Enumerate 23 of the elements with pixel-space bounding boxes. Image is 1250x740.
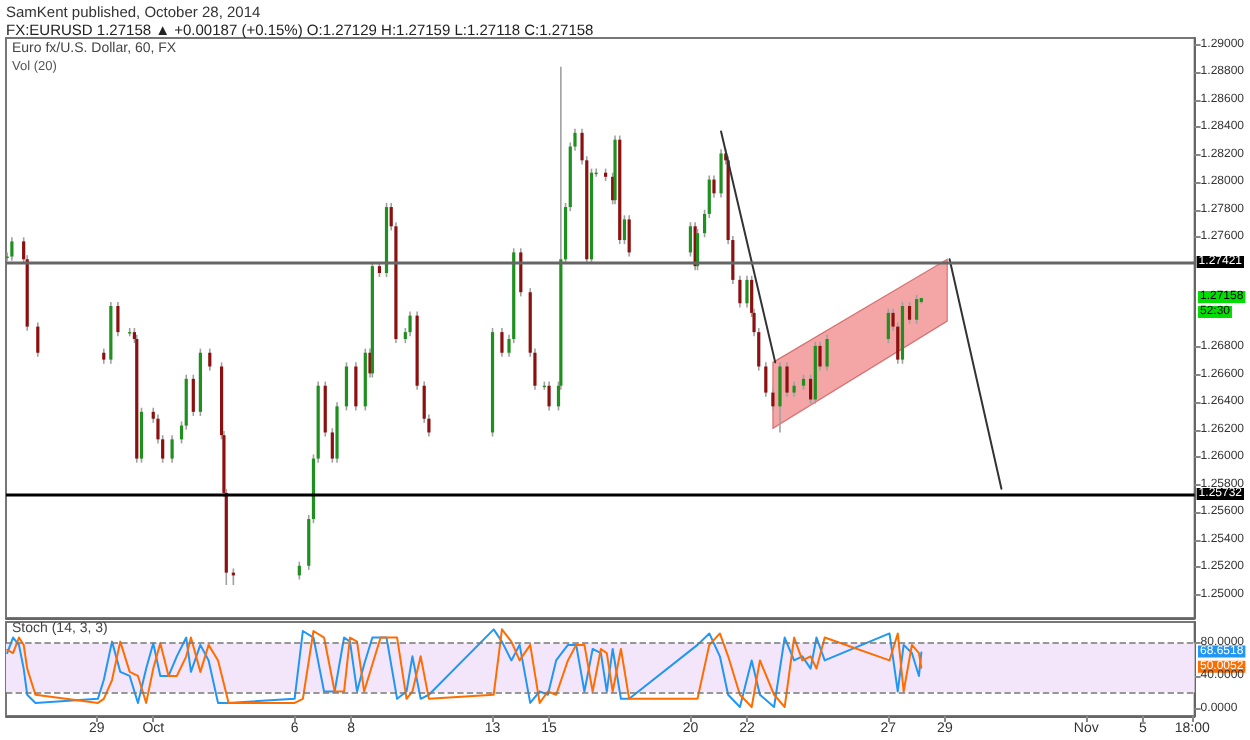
candlestick — [191, 373, 195, 417]
candlestick — [738, 274, 742, 309]
candlestick — [344, 361, 349, 412]
candlestick — [323, 380, 327, 438]
candlestick — [825, 334, 829, 372]
candlestick — [785, 361, 789, 398]
candlestick — [10, 236, 14, 262]
candlestick — [719, 148, 723, 199]
candlestick — [354, 361, 358, 412]
candlestick — [170, 434, 174, 464]
candlestick — [745, 274, 749, 309]
candlestick — [886, 307, 890, 344]
candlestick — [408, 310, 412, 338]
candlestick — [764, 361, 768, 398]
candlestick — [116, 301, 120, 338]
candlestick — [627, 214, 631, 258]
candlestick — [500, 327, 504, 358]
candlestick — [778, 361, 782, 434]
candlestick — [547, 380, 551, 412]
candlestick — [808, 373, 813, 405]
candlestick — [36, 321, 40, 358]
candlestick — [907, 301, 912, 325]
candlestick — [915, 294, 919, 325]
